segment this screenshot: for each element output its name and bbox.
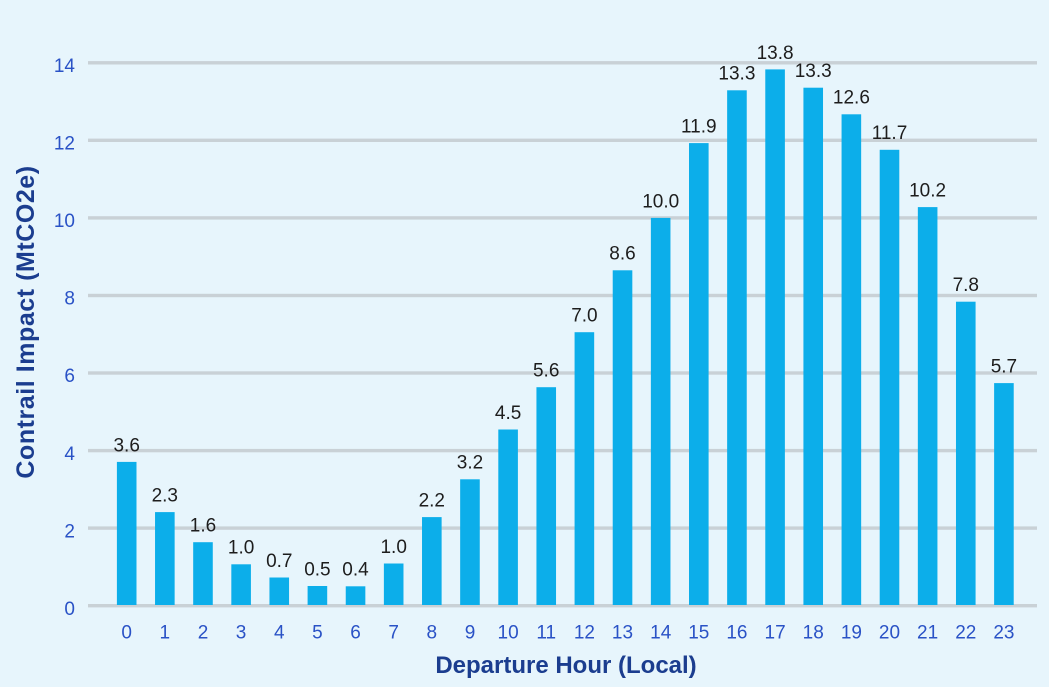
svg-text:22: 22	[955, 623, 976, 644]
svg-text:2: 2	[64, 521, 75, 542]
svg-text:20: 20	[879, 623, 900, 644]
svg-text:3: 3	[236, 623, 247, 644]
svg-text:0.7: 0.7	[266, 551, 292, 572]
svg-text:13: 13	[612, 623, 633, 644]
svg-text:0.5: 0.5	[304, 559, 330, 580]
svg-text:21: 21	[917, 623, 938, 644]
svg-text:5.6: 5.6	[533, 361, 559, 382]
svg-text:13.8: 13.8	[757, 43, 794, 64]
svg-text:7.0: 7.0	[571, 306, 597, 327]
svg-text:11.7: 11.7	[872, 123, 908, 144]
svg-text:6: 6	[64, 366, 75, 387]
svg-text:Contrail Impact (MtCO2e): Contrail Impact (MtCO2e)	[12, 165, 40, 478]
svg-text:19: 19	[841, 623, 862, 644]
svg-text:11: 11	[536, 623, 556, 644]
svg-text:15: 15	[688, 623, 709, 644]
svg-text:13.3: 13.3	[718, 64, 755, 85]
svg-text:4: 4	[274, 623, 285, 644]
svg-text:Departure Hour (Local): Departure Hour (Local)	[435, 652, 696, 679]
svg-text:12: 12	[574, 623, 595, 644]
svg-text:17: 17	[765, 623, 786, 644]
svg-text:18: 18	[803, 623, 824, 644]
svg-text:3.6: 3.6	[113, 435, 139, 456]
svg-text:23: 23	[993, 623, 1014, 644]
svg-text:2: 2	[198, 623, 209, 644]
svg-text:14: 14	[54, 56, 76, 77]
svg-text:7: 7	[388, 623, 399, 644]
svg-text:8: 8	[64, 289, 75, 310]
svg-text:10.2: 10.2	[909, 181, 946, 202]
svg-text:5.7: 5.7	[991, 357, 1017, 378]
svg-text:10: 10	[498, 623, 519, 644]
svg-text:11.9: 11.9	[681, 117, 717, 138]
svg-text:6: 6	[350, 623, 361, 644]
svg-text:10: 10	[54, 211, 75, 232]
svg-text:4.5: 4.5	[495, 403, 521, 424]
svg-text:12: 12	[54, 134, 75, 155]
svg-text:8.6: 8.6	[609, 244, 635, 265]
svg-text:3.2: 3.2	[457, 453, 483, 474]
svg-text:0.4: 0.4	[342, 560, 369, 581]
svg-text:7.8: 7.8	[953, 275, 979, 296]
svg-text:1.0: 1.0	[228, 538, 254, 559]
svg-text:12.6: 12.6	[833, 88, 870, 109]
svg-text:9: 9	[465, 623, 476, 644]
svg-text:1.0: 1.0	[380, 537, 406, 558]
svg-text:0: 0	[64, 599, 75, 620]
svg-text:16: 16	[726, 623, 747, 644]
svg-text:5: 5	[312, 623, 323, 644]
svg-text:14: 14	[650, 623, 672, 644]
svg-text:2.2: 2.2	[419, 491, 445, 512]
svg-text:4: 4	[64, 444, 75, 465]
svg-text:1: 1	[160, 623, 171, 644]
svg-text:2.3: 2.3	[152, 486, 178, 507]
svg-text:1.6: 1.6	[190, 516, 216, 537]
svg-text:8: 8	[427, 623, 438, 644]
svg-text:0: 0	[121, 623, 132, 644]
svg-text:13.3: 13.3	[795, 61, 832, 82]
svg-text:10.0: 10.0	[642, 191, 679, 212]
